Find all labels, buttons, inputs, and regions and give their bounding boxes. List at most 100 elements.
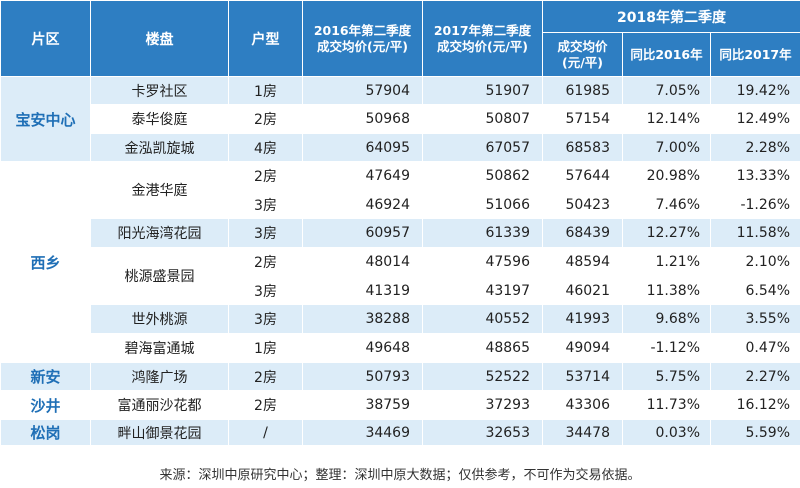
- yoy-2017-cell: 16.12%: [710, 390, 800, 420]
- price-2017-cell: 50807: [422, 104, 543, 134]
- price-2017-cell: 61339: [422, 218, 543, 248]
- price-2016-cell: 38288: [302, 304, 423, 334]
- district-shajing: 沙井: [0, 390, 91, 420]
- price-2016-cell: 38759: [302, 390, 423, 420]
- table-row: 世外桃源 3房 38288 40552 41993 9.68% 3.55%: [1, 304, 800, 334]
- yoy-2016-cell: 9.68%: [622, 304, 711, 334]
- property-cell: 富通丽沙花都: [90, 390, 229, 420]
- district-songgang: 松岗: [0, 419, 91, 446]
- table-row: 桃源盛景园 2房 48014 47596 48594 1.21% 2.10%: [1, 247, 800, 305]
- header-property: 楼盘: [90, 0, 229, 77]
- price-2017-cell: 48865: [422, 333, 543, 363]
- header-2017-q2: 2017年第二季度成交均价(元/平): [422, 0, 543, 77]
- district-xixiang: 西乡: [0, 161, 91, 363]
- property-cell: 金泓凯旋城: [90, 133, 229, 162]
- price-2018-cell: 68583: [542, 133, 623, 162]
- price-2018-cell: 49094: [542, 333, 623, 363]
- price-2017-cell: 43197: [422, 276, 543, 305]
- price-table: 片区 楼盘 户型 2016年第二季度成交均价(元/平) 2017年第二季度成交均…: [0, 0, 800, 446]
- yoy-2016-cell: 7.00%: [622, 133, 711, 162]
- price-2018-cell: 61985: [542, 76, 623, 105]
- price-2017-cell: 51066: [422, 190, 543, 219]
- unit-cell: /: [228, 419, 303, 446]
- property-cell: 泰华俊庭: [90, 104, 229, 134]
- yoy-2017-cell: 2.10%: [710, 247, 800, 277]
- header-2018-q2: 2018年第二季度: [542, 0, 800, 33]
- property-cell: 桃源盛景园: [90, 247, 229, 305]
- price-2016-cell: 41319: [302, 276, 423, 305]
- price-2018-cell: 50423: [542, 190, 623, 219]
- table-body: 宝安中心 卡罗社区 1房 57904 51907 61985 7.05% 19.…: [0, 76, 800, 446]
- yoy-2017-cell: 13.33%: [710, 161, 800, 191]
- table-row: 碧海富通城 1房 49648 48865 49094 -1.12% 0.47%: [1, 333, 800, 363]
- yoy-2017-cell: 11.58%: [710, 218, 800, 248]
- table-header: 片区 楼盘 户型 2016年第二季度成交均价(元/平) 2017年第二季度成交均…: [0, 0, 800, 77]
- unit-cell: 2房: [228, 390, 303, 420]
- price-2016-cell: 48014: [302, 247, 423, 277]
- unit-cell: 2房: [228, 104, 303, 134]
- header-2016-q2: 2016年第二季度成交均价(元/平): [302, 0, 423, 77]
- yoy-2017-cell: -1.26%: [710, 190, 800, 219]
- price-2018-cell: 41993: [542, 304, 623, 334]
- table-row: 西乡 金港华庭 2房 47649 50862 57644 20.98% 13.3…: [0, 161, 800, 363]
- price-2017-cell: 52522: [422, 362, 543, 391]
- price-2016-cell: 57904: [302, 76, 423, 105]
- table-row: 3房 41319 43197 46021 11.38% 6.54%: [1, 276, 800, 305]
- yoy-2016-cell: 0.03%: [622, 419, 711, 446]
- unit-cell: 2房: [228, 161, 303, 191]
- price-2018-cell: 43306: [542, 390, 623, 420]
- price-2017-cell: 50862: [422, 161, 543, 191]
- table-row: 松岗 畔山御景花园 / 34469 32653 34478 0.03% 5.59…: [0, 419, 800, 446]
- header-district: 片区: [0, 0, 91, 77]
- property-cell: 金港华庭: [90, 161, 229, 219]
- yoy-2016-cell: 7.05%: [622, 76, 711, 105]
- price-2018-cell: 46021: [542, 276, 623, 305]
- yoy-2016-cell: 7.46%: [622, 190, 711, 219]
- yoy-2016-cell: 11.73%: [622, 390, 711, 420]
- yoy-2016-cell: 1.21%: [622, 247, 711, 277]
- yoy-2017-cell: 6.54%: [710, 276, 800, 305]
- header-unit-type: 户型: [228, 0, 303, 77]
- price-2017-cell: 40552: [422, 304, 543, 334]
- unit-cell: 2房: [228, 362, 303, 391]
- price-2018-cell: 34478: [542, 419, 623, 446]
- price-2016-cell: 60957: [302, 218, 423, 248]
- yoy-2017-cell: 5.59%: [710, 419, 800, 446]
- price-2018-cell: 57154: [542, 104, 623, 134]
- unit-cell: 1房: [228, 76, 303, 105]
- yoy-2016-cell: 5.75%: [622, 362, 711, 391]
- unit-cell: 3房: [228, 304, 303, 334]
- price-2016-cell: 49648: [302, 333, 423, 363]
- district-baoan: 宝安中心: [0, 76, 91, 162]
- source-note: 来源：深圳中原研究中心；整理：深圳中原大数据；仅供参考，不可作为交易依据。: [159, 468, 641, 483]
- price-2016-cell: 46924: [302, 190, 423, 219]
- table-row: 3房 46924 51066 50423 7.46% -1.26%: [1, 190, 800, 219]
- yoy-2017-cell: 2.28%: [710, 133, 800, 162]
- yoy-2017-cell: 0.47%: [710, 333, 800, 363]
- price-2017-cell: 51907: [422, 76, 543, 105]
- yoy-2016-cell: 11.38%: [622, 276, 711, 305]
- unit-cell: 3房: [228, 218, 303, 248]
- yoy-2016-cell: 12.27%: [622, 218, 711, 248]
- unit-cell: 1房: [228, 333, 303, 363]
- yoy-2016-cell: 20.98%: [622, 161, 711, 191]
- unit-cell: 2房: [228, 247, 303, 277]
- yoy-2017-cell: 3.55%: [710, 304, 800, 334]
- property-cell: 卡罗社区: [90, 76, 229, 105]
- price-2016-cell: 50968: [302, 104, 423, 134]
- price-2018-cell: 53714: [542, 362, 623, 391]
- header-yoy-2016: 同比2016年: [622, 32, 711, 77]
- price-2016-cell: 64095: [302, 133, 423, 162]
- table-row: 泰华俊庭 2房 50968 50807 57154 12.14% 12.49%: [1, 104, 800, 134]
- price-2018-cell: 68439: [542, 218, 623, 248]
- price-2017-cell: 37293: [422, 390, 543, 420]
- table-row: 沙井 富通丽沙花都 2房 38759 37293 43306 11.73% 16…: [0, 390, 800, 420]
- unit-cell: 3房: [228, 276, 303, 305]
- price-2016-cell: 47649: [302, 161, 423, 191]
- price-2017-cell: 47596: [422, 247, 543, 277]
- yoy-2016-cell: -1.12%: [622, 333, 711, 363]
- yoy-2017-cell: 19.42%: [710, 76, 800, 105]
- property-cell: 鸿隆广场: [90, 362, 229, 391]
- unit-cell: 4房: [228, 133, 303, 162]
